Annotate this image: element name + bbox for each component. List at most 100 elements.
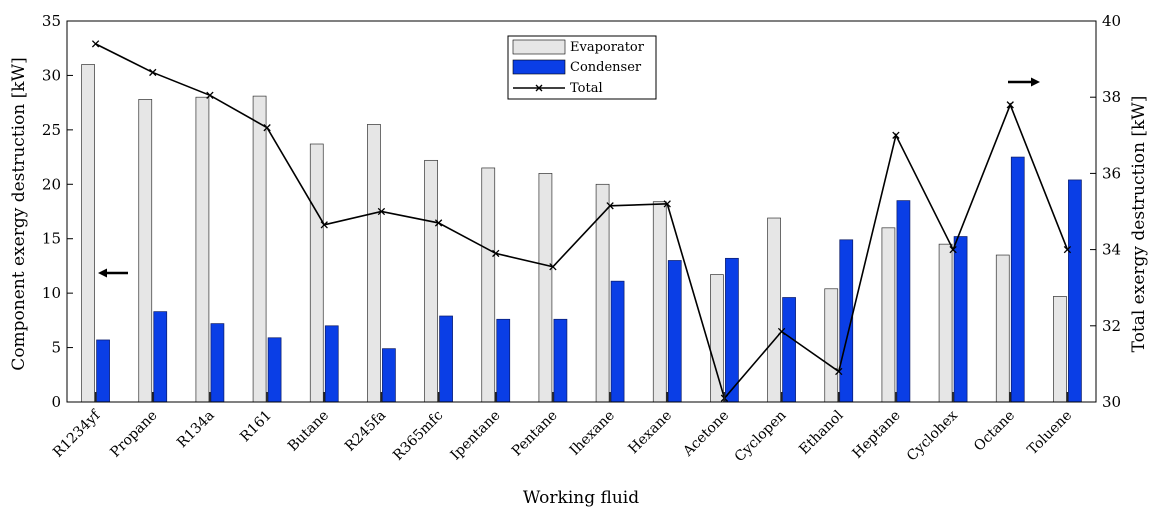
legend-label-condenser: Condenser — [570, 60, 642, 75]
bar-condenser-r365mfc — [439, 315, 453, 403]
x-tick-label-pentane: Pentane — [509, 408, 561, 460]
bar-condenser-ihexane — [610, 280, 625, 403]
x-tick-label-propane: Propane — [107, 408, 160, 461]
x-tick-label-ethanol: Ethanol — [796, 407, 847, 458]
bars-layer — [81, 64, 1082, 403]
total-line-layer — [91, 40, 1072, 402]
legend-label-total: Total — [570, 81, 603, 96]
total-marker-toluene — [1063, 245, 1072, 254]
y-axis-title: Component exergy destruction [kW] — [9, 57, 29, 370]
legend: Evaporator Condenser Total — [507, 35, 657, 100]
total-marker-r365mfc — [434, 219, 443, 227]
plot-frame — [66, 20, 1097, 403]
bar-condenser-butane — [324, 325, 339, 403]
left-arrow — [98, 268, 128, 278]
bar-evaporator-cyclohex — [938, 243, 953, 403]
y-tick-label: 0 — [51, 393, 61, 411]
bar-condenser-toluene — [1068, 179, 1082, 403]
y2-tick-label: 34 — [1102, 241, 1121, 259]
total-marker-pentane — [549, 263, 557, 271]
x-tick-label-toluene: Toluene — [1024, 408, 1075, 459]
y-tick-label: 10 — [42, 284, 61, 302]
total-marker-r134a — [206, 91, 214, 99]
bar-evaporator-ipentane — [481, 167, 496, 403]
bar-evaporator-octane — [995, 254, 1010, 403]
bar-evaporator-acetone — [710, 274, 724, 403]
legend-swatch-condenser — [512, 59, 566, 75]
bar-condenser-r161 — [267, 337, 282, 403]
x-axis-title: Working fluid — [523, 488, 639, 508]
bar-evaporator-butane — [309, 143, 324, 403]
x-tick-label-r134a: R134a — [174, 408, 218, 452]
legend-swatch-evaporator — [512, 39, 566, 55]
bar-condenser-r245fa — [382, 348, 396, 403]
bar-condenser-r1234yf — [96, 339, 110, 403]
bar-evaporator-hexane — [652, 201, 667, 403]
bar-condenser-acetone — [725, 257, 739, 403]
x-tick-label-r245fa: R245fa — [342, 408, 389, 455]
total-marker-cyclopen — [777, 327, 786, 336]
category-labels: R1234yf Propane R134a R161 Butane R245fa R365m… — [50, 406, 1075, 465]
y-tick-label: 15 — [42, 230, 61, 248]
x-tick-label-hexane: Hexane — [626, 408, 676, 458]
bar-condenser-cyclopen — [782, 297, 796, 403]
x-tick-label-butane: Butane — [285, 408, 332, 455]
total-marker-r161 — [263, 124, 271, 132]
total-marker-ethanol — [835, 367, 843, 376]
total-marker-ihexane — [606, 202, 614, 210]
bar-evaporator-ihexane — [595, 183, 610, 403]
bar-evaporator-heptane — [881, 227, 896, 403]
total-marker-r1234yf — [91, 40, 100, 48]
x-tick-label-cyclopen: Cyclopen — [732, 408, 790, 466]
right-arrow — [1008, 77, 1040, 87]
bar-evaporator-r134a — [195, 96, 210, 403]
bar-evaporator-cyclopen — [767, 217, 781, 403]
x-tick-label-r1234yf: R1234yf — [50, 406, 105, 461]
y2-tick-label: 40 — [1102, 12, 1121, 30]
bar-condenser-r134a — [210, 323, 225, 403]
bar-evaporator-ethanol — [824, 288, 839, 403]
total-marker-cyclohex — [949, 245, 957, 254]
bar-condenser-ipentane — [496, 318, 511, 403]
x-tick-label-acetone: Acetone — [679, 408, 732, 461]
y2-tick-label: 36 — [1102, 164, 1121, 182]
bar-evaporator-pentane — [538, 173, 553, 403]
total-marker-hexane — [663, 200, 671, 208]
y-tick-label: 5 — [51, 339, 61, 357]
bar-evaporator-r1234yf — [81, 64, 95, 403]
total-marker-butane — [320, 221, 328, 229]
bar-condenser-hexane — [667, 260, 682, 403]
x-tick-label-cyclohex: Cyclohex — [904, 407, 961, 464]
y2-tick-label: 38 — [1102, 88, 1121, 106]
y2-tick-label: 30 — [1102, 393, 1121, 411]
y-tick-label: 20 — [42, 175, 61, 193]
x-tick-label-r161: R161 — [237, 408, 275, 446]
total-marker-ipentane — [492, 249, 500, 258]
bar-condenser-propane — [153, 311, 168, 403]
total-marker-heptane — [892, 131, 900, 139]
x-tick-label-ihexane: Ihexane — [567, 408, 618, 459]
bar-evaporator-toluene — [1053, 296, 1067, 403]
x-tick-label-octane: Octane — [971, 408, 1018, 455]
total-marker-propane — [149, 68, 157, 77]
total-marker-r245fa — [377, 207, 386, 216]
x-tick-label-r365mfc: R365mfc — [390, 407, 446, 463]
y-tick-label: 25 — [42, 121, 61, 139]
x-tick-label-heptane: Heptane — [849, 408, 903, 462]
bar-evaporator-r245fa — [367, 124, 381, 403]
y2-axis-title: Total exergy destruction [kW] — [1129, 96, 1149, 353]
bar-evaporator-propane — [138, 99, 153, 403]
bar-evaporator-r161 — [252, 95, 267, 403]
y2-tick-label: 32 — [1102, 317, 1121, 335]
bar-evaporator-r365mfc — [424, 159, 438, 403]
y-tick-label: 30 — [42, 66, 61, 84]
y-tick-label: 35 — [42, 12, 61, 30]
ticks-layer: 0 5 10 15 20 25 30 35 30 32 34 36 38 40 — [42, 12, 1121, 411]
total-marker-octane — [1006, 101, 1014, 109]
bar-condenser-cyclohex — [953, 236, 968, 403]
x-tick-label-ipentane: Ipentane — [448, 408, 504, 464]
legend-swatch-total-marker — [535, 84, 543, 92]
bar-condenser-pentane — [553, 318, 568, 403]
bar-condenser-octane — [1010, 156, 1025, 403]
